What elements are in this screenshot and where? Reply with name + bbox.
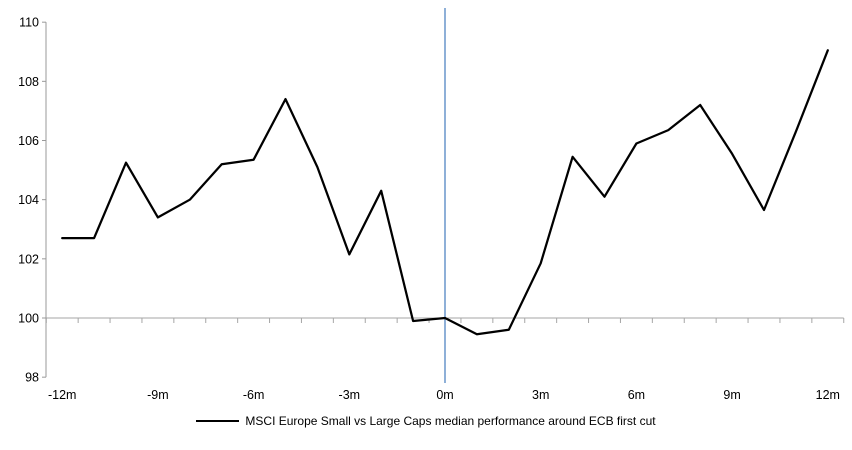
x-axis-label: -9m [147,388,169,402]
y-axis-label: 108 [18,75,39,89]
legend-line-swatch [196,420,240,422]
x-axis-label: -12m [48,388,76,402]
y-axis-label: 102 [18,252,39,266]
y-axis-label: 100 [18,312,39,326]
series-line [61,49,829,336]
x-axis-label: 6m [628,388,645,402]
x-axis-label: 9m [723,388,740,402]
legend-label: MSCI Europe Small vs Large Caps median p… [245,414,656,428]
chart-legend: MSCI Europe Small vs Large Caps median p… [0,414,852,428]
y-axis-label: 98 [25,371,39,385]
x-axis-label: 12m [816,388,840,402]
x-axis-label: -3m [339,388,361,402]
y-axis-label: 110 [19,16,39,30]
y-axis-label: 104 [18,193,39,207]
x-axis-label: -6m [243,388,265,402]
x-axis-label: 0m [436,388,453,402]
x-axis-label: 3m [532,388,549,402]
y-axis-label: 106 [18,134,39,148]
